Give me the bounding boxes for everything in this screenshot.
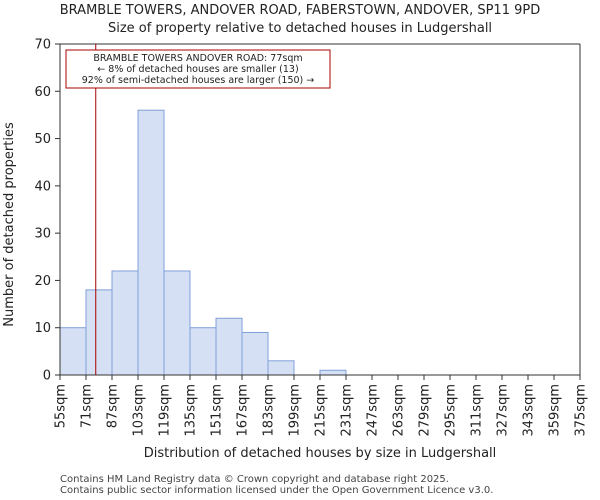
- x-axis-label: Distribution of detached houses by size …: [144, 446, 497, 461]
- x-tick-label-215sqm: 215sqm: [314, 384, 329, 437]
- x-tick-label-199sqm: 199sqm: [288, 384, 303, 437]
- chart-subtitle: Size of property relative to detached ho…: [107, 21, 493, 36]
- x-tick-label-231sqm: 231sqm: [340, 384, 355, 437]
- bar-167sqm: [241, 331, 269, 376]
- x-tick-label-167sqm: 167sqm: [236, 384, 251, 437]
- y-tick-label-60: 60: [34, 85, 51, 100]
- x-tick-label-279sqm: 279sqm: [418, 384, 433, 437]
- annotation-line-1: BRAMBLE TOWERS ANDOVER ROAD: 77sqm: [93, 53, 302, 64]
- bar-135sqm: [189, 327, 217, 376]
- x-tick-label-55sqm: 55sqm: [54, 384, 69, 428]
- chart-title: BRAMBLE TOWERS, ANDOVER ROAD, FABERSTOWN…: [59, 3, 541, 18]
- x-tick-label-135sqm: 135sqm: [184, 384, 199, 437]
- x-tick-label-183sqm: 183sqm: [262, 384, 277, 437]
- x-tick-label-119sqm: 119sqm: [158, 384, 173, 437]
- y-tick-label-40: 40: [34, 179, 51, 194]
- bar-103sqm: [137, 109, 165, 376]
- bar-119sqm: [163, 270, 191, 376]
- footer-line-2: Contains public sector information licen…: [60, 485, 494, 496]
- x-tick-label-359sqm: 359sqm: [548, 384, 563, 437]
- x-tick-label-71sqm: 71sqm: [80, 384, 95, 428]
- y-tick-label-70: 70: [34, 38, 51, 53]
- x-tick-label-151sqm: 151sqm: [210, 384, 225, 437]
- x-tick-label-87sqm: 87sqm: [106, 384, 121, 428]
- x-tick-label-103sqm: 103sqm: [132, 384, 147, 437]
- footer-line-1: Contains HM Land Registry data © Crown c…: [60, 474, 449, 485]
- annotation-box: [65, 49, 331, 89]
- x-tick-label-295sqm: 295sqm: [444, 384, 459, 437]
- x-tick-label-311sqm: 311sqm: [470, 384, 485, 437]
- bar-87sqm: [111, 270, 139, 376]
- bars-group: [59, 109, 347, 376]
- y-tick-label-0: 0: [43, 369, 51, 384]
- y-tick-label-30: 30: [34, 227, 51, 242]
- x-tick-label-263sqm: 263sqm: [392, 384, 407, 437]
- annotation-line-2: ← 8% of detached houses are smaller (13): [97, 64, 298, 75]
- bar-71sqm: [85, 289, 113, 376]
- y-axis-label: Number of detached properties: [2, 122, 17, 327]
- x-tick-label-343sqm: 343sqm: [522, 384, 537, 437]
- y-tick-label-20: 20: [34, 274, 51, 289]
- annotation-line-3: 92% of semi-detached houses are larger (…: [82, 75, 315, 86]
- x-tick-label-327sqm: 327sqm: [496, 384, 511, 437]
- bar-215sqm: [319, 369, 347, 376]
- bar-151sqm: [215, 317, 243, 376]
- bar-55sqm: [59, 327, 87, 376]
- x-tick-label-247sqm: 247sqm: [366, 384, 381, 437]
- x-tick-label-375sqm: 375sqm: [574, 384, 589, 437]
- ticks-group: 0 10 20 30 40 50 60 70 55sqm 71sqm 87sqm 103sqm 119s…: [34, 38, 588, 437]
- y-tick-label-50: 50: [34, 132, 51, 147]
- y-tick-label-10: 10: [34, 321, 51, 336]
- bar-183sqm: [267, 360, 295, 376]
